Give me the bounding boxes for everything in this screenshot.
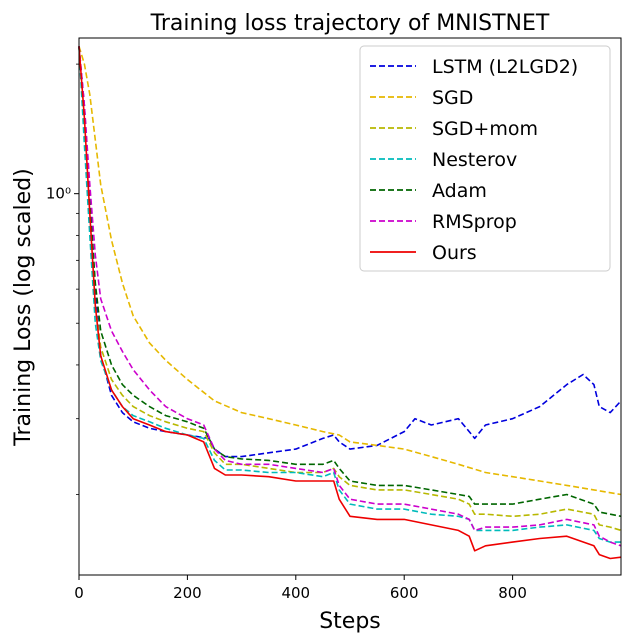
axis-ticks: 0 200 400 600 800 10⁰ (46, 63, 527, 602)
chart-title: Training loss trajectory of MNISTNET (150, 11, 550, 36)
legend-label: Ours (432, 242, 477, 264)
series-line-5 (78, 46, 622, 547)
x-tick-label: 400 (281, 584, 310, 602)
legend: LSTM (L2LGD2) SGD SGD+mom Nesterov Adam RMSpr… (359, 45, 611, 272)
x-axis-label: Steps (319, 609, 381, 634)
legend-label: Adam (432, 180, 487, 202)
x-tick-label: 200 (173, 584, 202, 602)
x-tick-label: 800 (498, 584, 527, 602)
x-tick-label: 600 (390, 584, 419, 602)
series-line-3 (78, 46, 621, 543)
series-line-0 (78, 46, 622, 458)
legend-label: RMSprop (432, 211, 517, 233)
series-line-1 (78, 46, 622, 496)
y-axis-label: Training Loss (log scaled) (11, 168, 36, 446)
y-tick-label: 10⁰ (46, 185, 71, 203)
series-lines (78, 46, 622, 560)
x-tick-label: 0 (74, 584, 84, 602)
legend-label: SGD+mom (432, 118, 538, 140)
legend-label: SGD (432, 87, 473, 109)
series-line-6 (78, 46, 622, 560)
legend-box (359, 45, 611, 272)
series-line-4 (78, 46, 622, 518)
legend-label: Nesterov (432, 149, 517, 171)
plot-frame (78, 37, 622, 576)
legend-label: LSTM (L2LGD2) (432, 56, 578, 78)
